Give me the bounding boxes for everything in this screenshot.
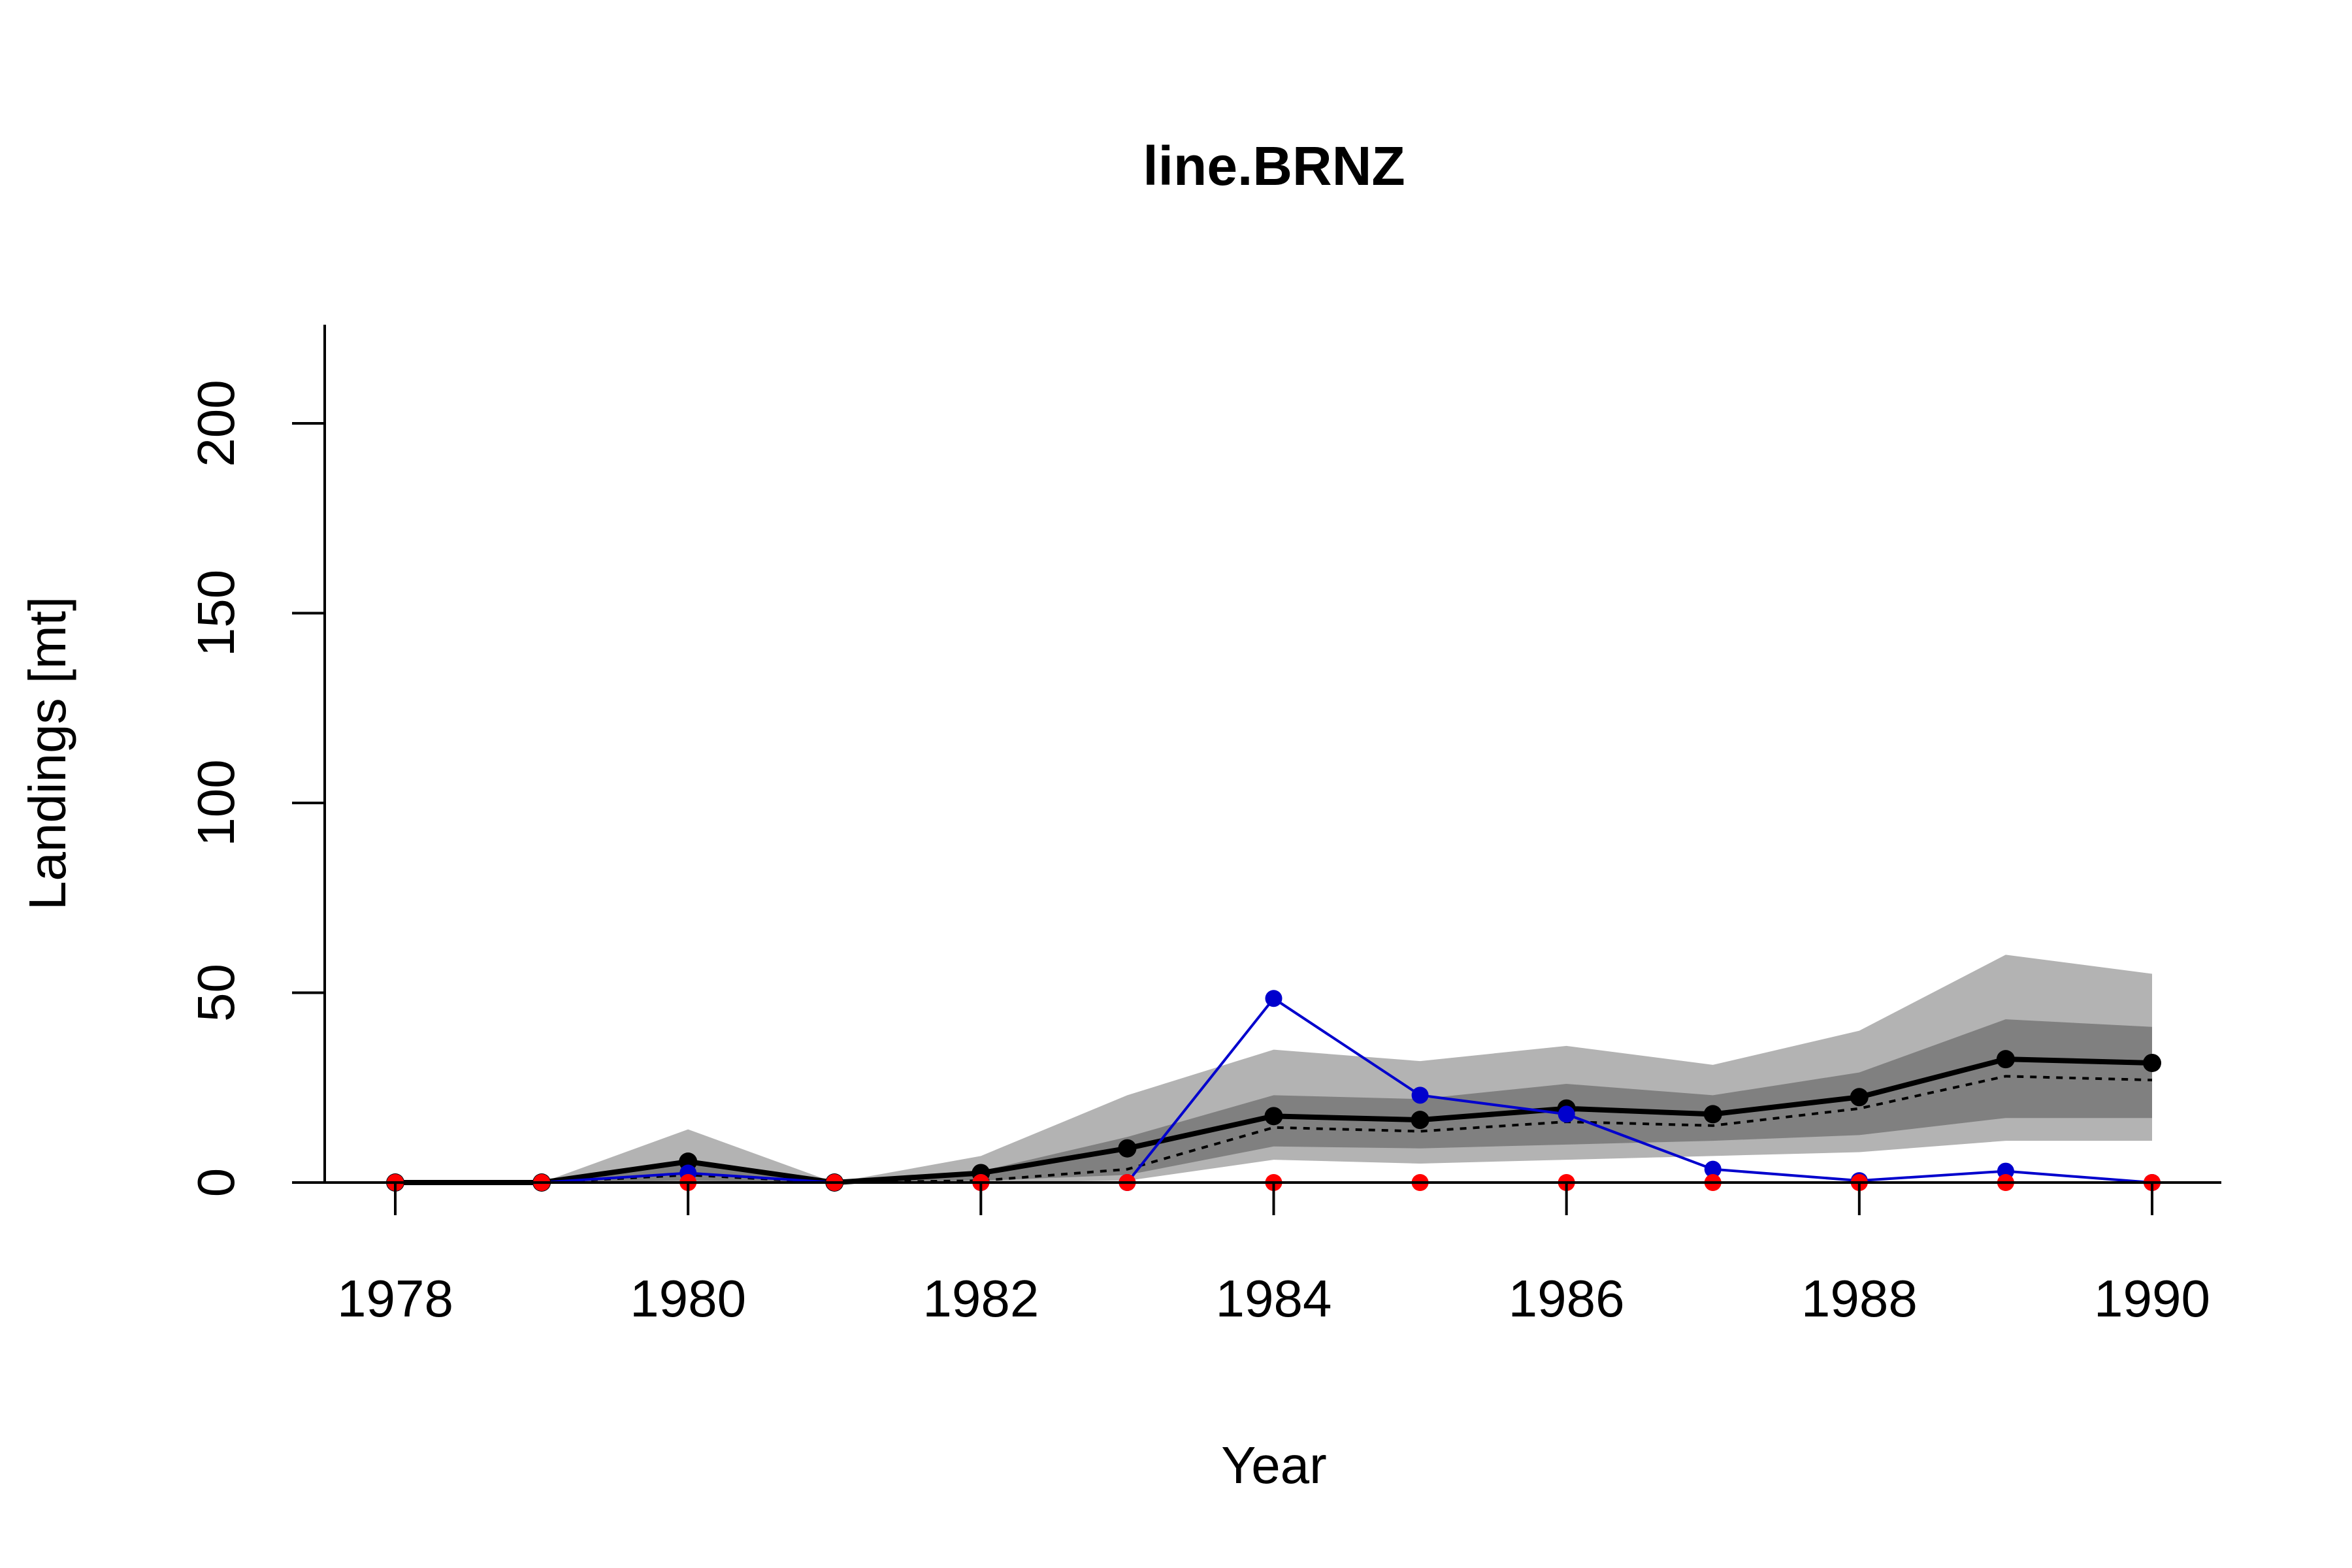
y-tick-label-100: 100	[187, 759, 245, 846]
series-0-point-1988	[1850, 1088, 1869, 1107]
x-tick-label-1984: 1984	[1216, 1269, 1332, 1328]
x-tick-label-1982: 1982	[923, 1269, 1039, 1328]
series-points	[386, 990, 2161, 1192]
x-tick-label-1986: 1986	[1509, 1269, 1625, 1328]
y-tick-label-150: 150	[187, 570, 245, 657]
series-0-point-1984	[1264, 1107, 1283, 1126]
y-ticks: 0 50 100 150 200	[187, 380, 325, 1197]
series-2-point-1984	[1265, 990, 1282, 1007]
y-tick-label-200: 200	[187, 380, 245, 466]
y-tick-label-50: 50	[187, 964, 245, 1022]
confidence-bands	[395, 955, 2152, 1183]
series-2-point-1986	[1558, 1105, 1575, 1123]
series-0-point-1983	[1118, 1139, 1137, 1158]
y-tick-label-0: 0	[187, 1168, 245, 1198]
series-2-point-1987	[1704, 1160, 1722, 1178]
chart-title: line.BRNZ	[1143, 135, 1405, 197]
series-0-point-1987	[1703, 1105, 1722, 1124]
interval-band-inner	[395, 1019, 2152, 1183]
x-tick-label-1988: 1988	[1801, 1269, 1918, 1328]
series-0-point-1989	[1996, 1050, 2015, 1069]
series-0-point-1990	[2143, 1053, 2161, 1072]
x-axis-label: Year	[1221, 1436, 1327, 1494]
series-0-point-1985	[1411, 1111, 1429, 1130]
x-tick-label-1978: 1978	[337, 1269, 453, 1328]
x-tick-label-1980: 1980	[630, 1269, 746, 1328]
y-axis-label: Landings [mt]	[18, 596, 76, 910]
x-ticks: 1978 1980 1982 1984 1986 1988 1990	[337, 1183, 2210, 1328]
series-2-point-1985	[1411, 1086, 1429, 1104]
x-tick-label-1990: 1990	[2094, 1269, 2210, 1328]
